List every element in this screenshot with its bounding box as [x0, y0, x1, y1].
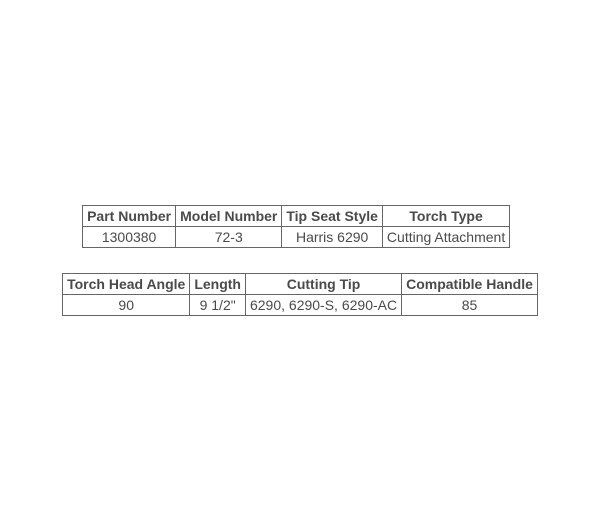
col-length: Length: [190, 274, 246, 295]
table-row: 1300380 72-3 Harris 6290 Cutting Attachm…: [83, 227, 510, 248]
cell-part-number: 1300380: [83, 227, 176, 248]
cell-model-number: 72-3: [176, 227, 282, 248]
spec-table-1: Part Number Model Number Tip Seat Style …: [82, 205, 510, 248]
col-tip-seat-style: Tip Seat Style: [282, 206, 383, 227]
col-torch-head-angle: Torch Head Angle: [63, 274, 190, 295]
tables-container: Part Number Model Number Tip Seat Style …: [62, 205, 538, 316]
cell-length: 9 1/2": [190, 295, 246, 316]
cell-tip-seat-style: Harris 6290: [282, 227, 383, 248]
cell-compatible-handle: 85: [402, 295, 538, 316]
col-compatible-handle: Compatible Handle: [402, 274, 538, 295]
spec-table-2: Torch Head Angle Length Cutting Tip Comp…: [62, 273, 538, 316]
table-header-row: Part Number Model Number Tip Seat Style …: [83, 206, 510, 227]
col-cutting-tip: Cutting Tip: [245, 274, 401, 295]
col-torch-type: Torch Type: [382, 206, 509, 227]
cell-cutting-tip: 6290, 6290-S, 6290-AC: [245, 295, 401, 316]
cell-torch-type: Cutting Attachment: [382, 227, 509, 248]
col-model-number: Model Number: [176, 206, 282, 227]
col-part-number: Part Number: [83, 206, 176, 227]
cell-torch-head-angle: 90: [63, 295, 190, 316]
table-row: 90 9 1/2" 6290, 6290-S, 6290-AC 85: [63, 295, 538, 316]
table-header-row: Torch Head Angle Length Cutting Tip Comp…: [63, 274, 538, 295]
